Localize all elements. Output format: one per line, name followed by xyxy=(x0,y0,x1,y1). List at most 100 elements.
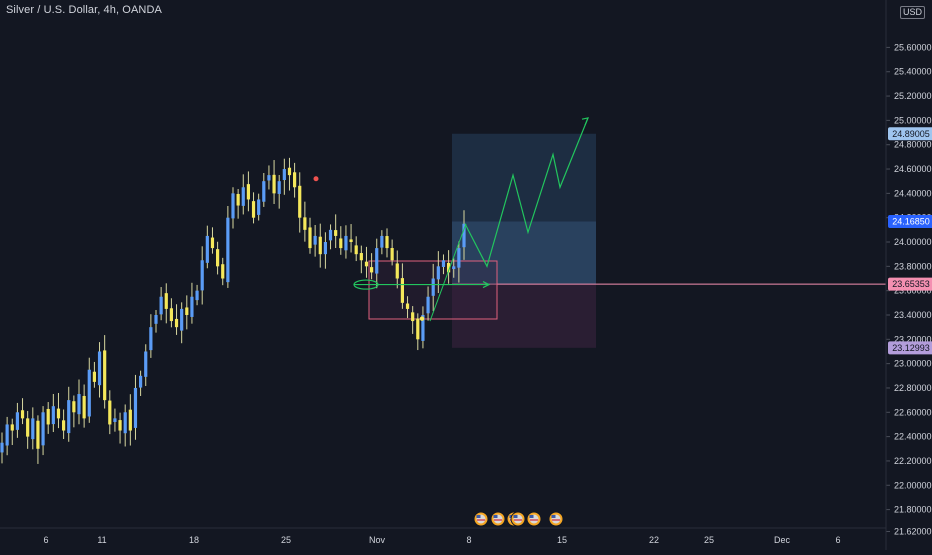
candle[interactable] xyxy=(226,205,230,288)
candle[interactable] xyxy=(395,250,399,289)
candle[interactable] xyxy=(159,287,163,321)
candle[interactable] xyxy=(375,238,379,289)
candle[interactable] xyxy=(287,157,292,191)
event-flag-icon[interactable] xyxy=(526,511,542,527)
candle[interactable] xyxy=(149,314,153,358)
candle[interactable] xyxy=(349,224,353,253)
candle[interactable] xyxy=(370,253,374,280)
candle[interactable] xyxy=(221,257,225,286)
candle[interactable] xyxy=(195,284,199,306)
candle[interactable] xyxy=(405,296,410,319)
candle[interactable] xyxy=(139,370,143,396)
candle[interactable] xyxy=(97,342,102,398)
candle[interactable] xyxy=(328,224,333,250)
candle[interactable] xyxy=(41,406,45,456)
candle[interactable] xyxy=(82,384,86,428)
candle[interactable] xyxy=(241,174,245,215)
candle[interactable] xyxy=(205,225,209,269)
candle[interactable] xyxy=(246,171,250,212)
candle[interactable] xyxy=(190,282,194,324)
candle[interactable] xyxy=(67,386,71,442)
candle[interactable] xyxy=(0,432,4,464)
candle[interactable] xyxy=(282,158,286,195)
candle[interactable] xyxy=(298,172,302,233)
candle[interactable] xyxy=(390,239,394,266)
event-flag-icon[interactable] xyxy=(510,511,526,527)
candle[interactable] xyxy=(103,335,107,409)
candle[interactable] xyxy=(87,357,91,423)
candle[interactable] xyxy=(77,379,81,425)
candle[interactable] xyxy=(118,412,122,444)
candle[interactable] xyxy=(293,162,297,198)
candle[interactable] xyxy=(231,187,235,229)
candle[interactable] xyxy=(426,286,430,321)
stop-zone[interactable] xyxy=(452,284,596,348)
candle[interactable] xyxy=(344,225,348,259)
candle[interactable] xyxy=(411,306,415,334)
event-flag-icon[interactable] xyxy=(490,511,506,527)
candle[interactable] xyxy=(421,306,425,349)
candle[interactable] xyxy=(385,228,389,258)
candle[interactable] xyxy=(56,392,61,429)
candle[interactable] xyxy=(364,246,369,278)
candle[interactable] xyxy=(26,410,30,449)
candle[interactable] xyxy=(339,226,343,255)
candle[interactable] xyxy=(457,241,461,283)
candle[interactable] xyxy=(133,374,138,440)
candle[interactable] xyxy=(354,236,358,262)
candle[interactable] xyxy=(15,402,19,438)
breakout-arrow[interactable] xyxy=(429,223,467,322)
candle[interactable] xyxy=(452,258,456,278)
candle[interactable] xyxy=(123,404,127,447)
event-flag-icon[interactable] xyxy=(473,511,489,527)
candle[interactable] xyxy=(210,227,215,254)
candle[interactable] xyxy=(257,193,261,221)
candle[interactable] xyxy=(92,361,96,388)
candle[interactable] xyxy=(169,298,173,328)
candle[interactable] xyxy=(20,398,25,425)
candle[interactable] xyxy=(51,393,55,433)
candle[interactable] xyxy=(462,210,466,260)
candle[interactable] xyxy=(200,246,204,305)
candle[interactable] xyxy=(359,245,363,274)
candle[interactable] xyxy=(272,160,276,205)
candle[interactable] xyxy=(447,250,451,284)
candle[interactable] xyxy=(318,223,322,268)
candle[interactable] xyxy=(236,189,240,219)
currency-badge[interactable]: USD xyxy=(900,6,926,19)
candle[interactable] xyxy=(46,402,50,434)
candle[interactable] xyxy=(416,313,420,351)
candle[interactable] xyxy=(31,407,35,450)
candle[interactable] xyxy=(400,263,404,309)
candle[interactable] xyxy=(5,416,9,456)
candle[interactable] xyxy=(323,232,327,269)
candle[interactable] xyxy=(308,217,312,254)
candle[interactable] xyxy=(267,165,271,190)
candle[interactable] xyxy=(36,415,40,464)
price-axis-bg[interactable] xyxy=(886,0,932,550)
candle[interactable] xyxy=(436,251,440,294)
candle[interactable] xyxy=(164,283,168,324)
event-flag-icon[interactable] xyxy=(548,511,564,527)
candle[interactable] xyxy=(334,214,338,249)
candle[interactable] xyxy=(251,192,256,224)
candle[interactable] xyxy=(72,395,76,428)
candle[interactable] xyxy=(262,173,266,207)
candle[interactable] xyxy=(62,409,66,440)
candle[interactable] xyxy=(174,304,179,335)
candle[interactable] xyxy=(216,241,220,275)
candle[interactable] xyxy=(380,230,384,255)
candle[interactable] xyxy=(113,408,117,432)
time-axis-bg[interactable] xyxy=(0,528,886,550)
candle[interactable] xyxy=(277,175,281,209)
projection-path[interactable] xyxy=(464,117,589,268)
candle[interactable] xyxy=(431,263,435,312)
candle[interactable] xyxy=(185,295,189,330)
candle[interactable] xyxy=(128,394,132,446)
candle[interactable] xyxy=(108,390,112,435)
candle[interactable] xyxy=(303,201,307,242)
candle[interactable] xyxy=(10,418,14,446)
candle[interactable] xyxy=(441,254,446,275)
